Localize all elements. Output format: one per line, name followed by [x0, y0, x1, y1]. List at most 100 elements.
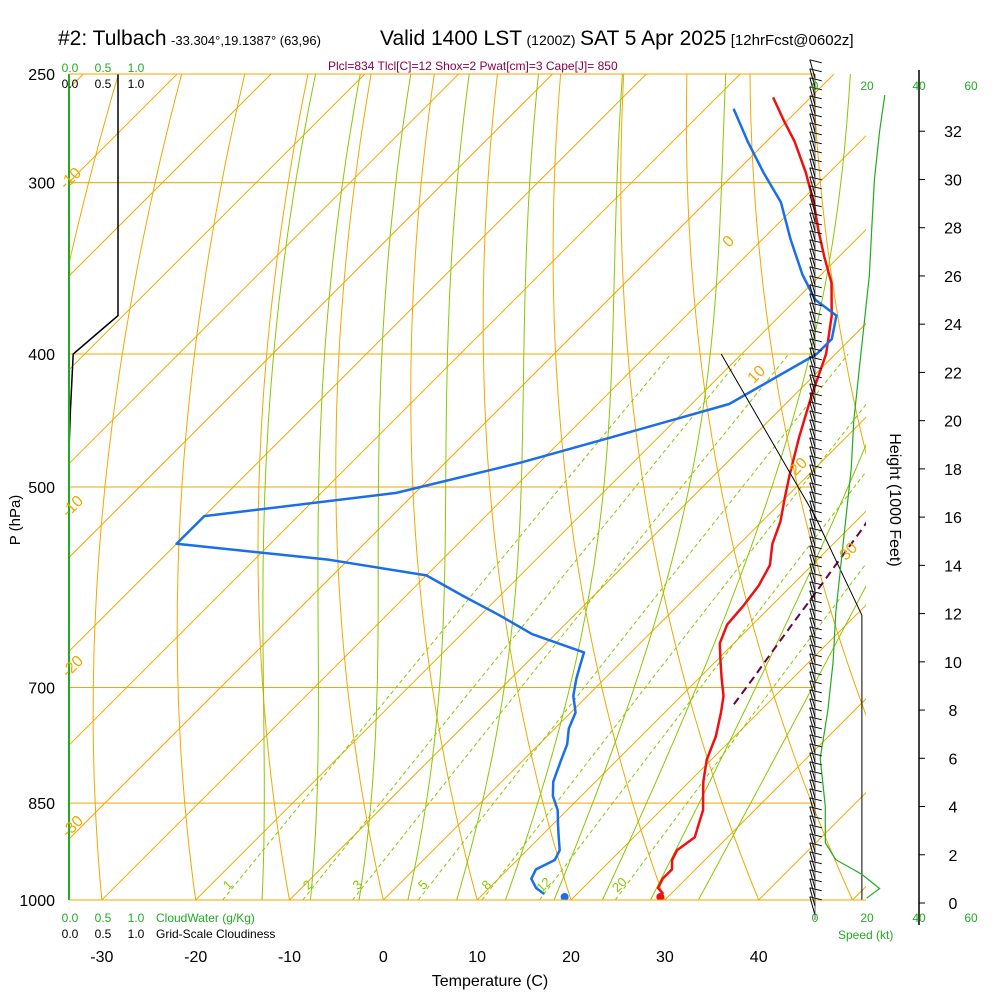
wind-barb-flag — [809, 212, 822, 217]
wind-barb-staff — [809, 410, 816, 430]
wind-barb-staff — [809, 527, 816, 547]
wind-barb-staff — [809, 131, 816, 151]
wind-barb-flag — [809, 203, 822, 208]
wind-barb — [809, 644, 822, 664]
moist-adiabat — [358, 74, 412, 900]
wind-barb-staff — [809, 473, 816, 493]
wind-barb — [809, 716, 822, 736]
wind-barb-staff — [809, 698, 816, 718]
wind-barb — [809, 149, 822, 169]
wind-barb-flag — [809, 797, 822, 802]
wind-barb-flag — [809, 455, 822, 460]
wind-barb-flag — [809, 95, 822, 100]
wind-barb-staff — [809, 383, 816, 403]
wind-barb-staff — [809, 401, 816, 421]
wind-barb — [809, 320, 822, 340]
wind-barb-flag — [809, 401, 822, 406]
wind-barb-flag — [809, 734, 822, 739]
wind-barb — [809, 653, 822, 673]
valid-date: SAT 5 Apr 2025 — [579, 27, 727, 50]
wind-barb — [809, 581, 822, 601]
wind-barb-staff — [809, 869, 816, 889]
wind-barb-staff — [809, 635, 816, 655]
wind-barb-staff — [809, 806, 816, 826]
valid-time: Valid 1400 LST — [380, 27, 523, 50]
mixing-ratio-line — [539, 471, 866, 900]
wind-barb-flag — [809, 482, 822, 487]
wind-barb-staff — [809, 626, 816, 646]
height-tick-label: 32 — [944, 124, 962, 141]
wind-barb — [809, 275, 822, 295]
wind-barb — [809, 788, 822, 808]
wind-barb — [809, 806, 822, 826]
wind-barb-staff — [809, 572, 816, 592]
speed-scale-top: 60 — [964, 79, 978, 93]
wind-barb-staff — [809, 734, 816, 754]
wind-barb — [809, 131, 822, 151]
height-tick-label: 8 — [949, 703, 958, 720]
moist-adiabat — [649, 443, 866, 900]
sounding-params: Plcl=834 Tlcl[C]=12 Shox=2 Pwat[cm]=3 Ca… — [328, 59, 618, 73]
wind-barb-staff — [809, 329, 816, 349]
height-axis-label: Height (1000 Feet) — [886, 433, 903, 566]
wind-barb-flag — [809, 842, 822, 847]
wind-barb-staff — [809, 689, 816, 709]
height-tick-label: 20 — [944, 414, 962, 431]
wind-barb-staff — [809, 113, 816, 133]
wind-barb — [809, 113, 822, 133]
isotherm-line — [69, 74, 366, 371]
height-tick-label: 0 — [949, 896, 958, 913]
wind-barb-staff — [809, 176, 816, 196]
wind-barb-staff — [809, 815, 816, 835]
wind-barb-staff — [809, 428, 816, 448]
wind-barb-flag — [809, 752, 822, 757]
dry-adiabat — [552, 74, 666, 900]
wind-barb-staff — [809, 653, 816, 673]
wind-barb-staff — [809, 797, 816, 817]
wind-barb-staff — [809, 374, 816, 394]
height-tick-label: 12 — [944, 607, 962, 624]
dry-adiabat — [749, 74, 866, 717]
moist-adiabat — [697, 585, 866, 900]
wind-barb-flag — [809, 635, 822, 640]
wind-barb-flag — [809, 896, 822, 901]
x-tick-label: 20 — [562, 949, 580, 966]
wind-barb — [809, 104, 822, 124]
wind-barb-staff — [809, 293, 816, 313]
wind-barb-flag — [809, 302, 822, 307]
wind-barb-staff — [809, 545, 816, 565]
wind-barb-flag — [809, 536, 822, 541]
cloudwater-scale-label: CloudWater (g/Kg) — [156, 911, 255, 925]
wind-barb-flag — [809, 275, 822, 280]
wind-barb — [809, 365, 822, 385]
cloudiness-scale-top: 0.0 — [62, 77, 79, 91]
wind-barb-flag — [809, 869, 822, 874]
wind-barb-flag — [809, 428, 822, 433]
cloudiness-profile — [68, 74, 119, 451]
wind-barb-staff — [809, 491, 816, 511]
isotherm-line — [101, 135, 866, 900]
height-tick-label: 6 — [949, 751, 958, 768]
wind-barb — [809, 509, 822, 529]
wind-barb-flag — [809, 707, 822, 712]
wind-barb — [809, 392, 822, 412]
wind-barb-flag — [809, 392, 822, 397]
wind-barb — [809, 878, 822, 898]
wind-barb-flag — [809, 248, 822, 253]
wind-barb-staff — [809, 563, 816, 583]
wind-barb-flag — [809, 329, 822, 334]
wind-barb-staff — [809, 725, 816, 745]
wind-barb — [809, 176, 822, 196]
wind-barb — [809, 437, 822, 457]
wind-barb-staff — [809, 851, 816, 871]
mixing-ratio-line — [417, 353, 849, 900]
wind-barb — [809, 743, 822, 763]
wind-barb — [809, 59, 822, 79]
wind-barb-flag — [809, 779, 822, 784]
dry-adiabat — [482, 74, 572, 900]
wind-barb-flag — [809, 833, 822, 838]
wind-barb — [809, 374, 822, 394]
wind-barb-flag — [809, 239, 822, 244]
wind-barb — [809, 662, 822, 682]
wind-barb-staff — [809, 842, 816, 862]
